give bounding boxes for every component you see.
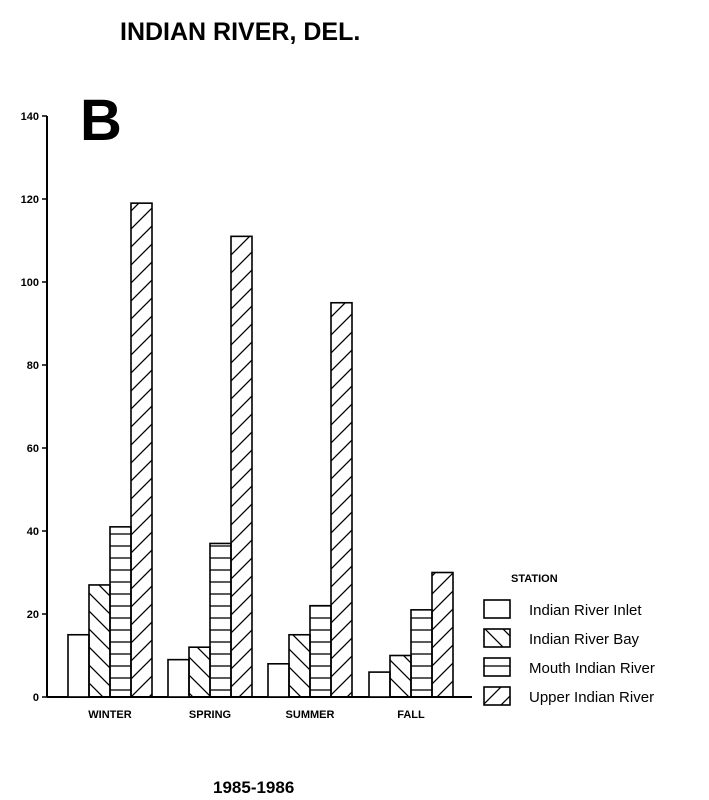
legend-title: STATION [511,573,558,585]
x-tick-label: SUMMER [286,709,335,721]
plot-area: 0 20 40 60 80 100 120 140 WINTER SPRING SUMMER FAL… [21,111,472,721]
bar-fall-indian-river-bay [389,654,412,698]
legend-swatch [483,657,511,677]
bar-winter-mouth-indian-river [109,526,132,698]
bar-spring-indian-river-inlet [167,658,190,698]
bar-winter-indian-river-bay [88,584,111,698]
y-tick-label: 100 [21,277,39,289]
x-tick-labels: WINTER SPRING SUMMER FALL [88,709,425,721]
bar-winter-upper-indian-river [130,202,153,698]
bar-summer-indian-river-inlet [267,662,290,698]
y-ticks: 0 20 40 60 80 100 120 140 [21,111,47,704]
legend-swatch [483,686,511,706]
y-tick-label: 0 [33,692,39,704]
bar-winter-indian-river-inlet [67,633,90,698]
chart-title: INDIAN RIVER, DEL. [120,18,360,46]
y-tick-label: 40 [27,526,39,538]
legend-label: Mouth Indian River [529,660,655,677]
bar-spring-mouth-indian-river [209,542,232,698]
y-tick-label: 140 [21,111,39,123]
x-axis-label: 1985-1986 [213,778,294,797]
bar-summer-mouth-indian-river [309,604,332,698]
legend-label: Indian River Bay [529,631,640,648]
legend-swatch [483,599,511,619]
y-tick-label: 80 [27,360,39,372]
x-tick-label: WINTER [88,709,131,721]
legend-swatch [483,628,511,648]
bar-summer-indian-river-bay [288,633,311,698]
y-tick-label: 120 [21,194,39,206]
y-tick-label: 20 [27,609,39,621]
bar-fall-indian-river-inlet [368,671,391,698]
legend: STATION Indian River Inlet Indian River B… [483,573,655,706]
y-tick-label: 60 [27,443,39,455]
legend-label: Indian River Inlet [529,602,642,619]
bar-fall-mouth-indian-river [410,609,433,698]
panel-label: B [80,88,122,153]
x-tick-label: FALL [397,709,425,721]
bar-summer-upper-indian-river [330,301,353,698]
bar-spring-indian-river-bay [188,646,211,698]
bar-fall-upper-indian-river [431,571,454,698]
bars [67,202,454,698]
x-tick-label: SPRING [189,709,231,721]
legend-label: Upper Indian River [529,689,654,706]
bar-spring-upper-indian-river [230,235,253,698]
